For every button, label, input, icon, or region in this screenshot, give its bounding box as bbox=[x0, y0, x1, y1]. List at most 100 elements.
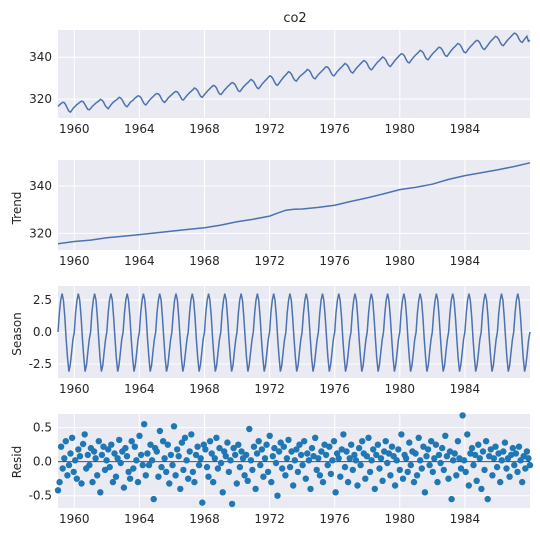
y-tick-label: 2.5 bbox=[33, 293, 52, 307]
resid-point bbox=[283, 455, 291, 462]
resid-point bbox=[415, 434, 422, 441]
resid-point bbox=[354, 482, 361, 489]
resid-point bbox=[255, 438, 262, 445]
resid-point bbox=[316, 472, 324, 479]
resid-point bbox=[141, 421, 148, 428]
resid-point bbox=[250, 443, 258, 450]
resid-point bbox=[75, 446, 82, 453]
resid-point bbox=[137, 451, 145, 459]
resid-point bbox=[471, 451, 479, 459]
resid-point bbox=[365, 434, 372, 441]
resid-point bbox=[241, 472, 248, 479]
resid-point bbox=[155, 473, 162, 480]
resid-point bbox=[445, 475, 452, 482]
resid-axes: 1960 1964 1968 1972 1976 1980 1984 -0.5 0.0 0.5 bbox=[29, 412, 534, 526]
resid-point bbox=[312, 434, 319, 441]
resid-point bbox=[442, 432, 449, 439]
resid-point bbox=[285, 436, 292, 444]
resid-point bbox=[111, 450, 118, 457]
resid-point bbox=[112, 473, 120, 480]
resid-point bbox=[148, 457, 156, 464]
resid-point bbox=[134, 478, 142, 486]
resid-point bbox=[153, 448, 160, 455]
resid-point bbox=[515, 443, 523, 450]
resid-point bbox=[271, 444, 278, 452]
resid-point bbox=[451, 450, 458, 457]
x-tick-label: 1980 bbox=[385, 512, 416, 526]
x-tick-label: 1972 bbox=[254, 512, 285, 526]
resid-point bbox=[352, 457, 360, 464]
resid-point bbox=[147, 441, 154, 448]
resid-point bbox=[512, 450, 520, 457]
resid-point bbox=[402, 455, 410, 462]
resid-point bbox=[363, 453, 371, 460]
x-tick-label: 1972 bbox=[254, 254, 285, 268]
resid-point bbox=[421, 489, 429, 496]
resid-point bbox=[61, 455, 68, 462]
resid-point bbox=[326, 443, 333, 450]
x-tick-label: 1968 bbox=[189, 512, 220, 526]
resid-point bbox=[489, 472, 496, 479]
resid-point bbox=[76, 453, 84, 460]
resid-point bbox=[478, 485, 485, 493]
resid-point bbox=[382, 438, 389, 445]
x-tick-label: 1984 bbox=[450, 254, 481, 268]
resid-point bbox=[180, 466, 187, 474]
resid-point bbox=[225, 468, 233, 476]
resid-point bbox=[268, 478, 275, 486]
resid-point bbox=[73, 475, 81, 482]
resid-point bbox=[388, 443, 396, 450]
resid-point bbox=[266, 432, 273, 439]
resid-point bbox=[224, 439, 231, 446]
resid-point bbox=[305, 457, 313, 464]
resid-ylabel: Resid bbox=[10, 446, 24, 478]
resid-point bbox=[432, 441, 440, 448]
x-tick-label: 1976 bbox=[319, 254, 350, 268]
resid-point bbox=[344, 478, 352, 486]
resid-point bbox=[468, 444, 476, 452]
resid-point bbox=[79, 440, 87, 448]
resid-point bbox=[376, 465, 383, 472]
resid-point bbox=[56, 478, 63, 486]
resid-point bbox=[257, 461, 264, 469]
resid-point bbox=[482, 438, 490, 445]
resid-point bbox=[333, 450, 341, 457]
resid-point bbox=[304, 450, 311, 457]
resid-point bbox=[158, 463, 165, 471]
resid-point bbox=[136, 432, 143, 439]
resid-point bbox=[450, 457, 457, 464]
resid-point bbox=[95, 438, 103, 445]
resid-point bbox=[359, 438, 366, 445]
resid-point bbox=[406, 439, 413, 446]
resid-point bbox=[106, 463, 113, 471]
resid-point bbox=[324, 461, 331, 469]
resid-point bbox=[233, 480, 240, 487]
resid-point bbox=[191, 478, 198, 486]
resid-point bbox=[244, 477, 251, 484]
x-tick-label: 1980 bbox=[385, 382, 416, 396]
resid-point bbox=[164, 441, 171, 448]
resid-point bbox=[398, 431, 405, 438]
resid-point bbox=[116, 436, 123, 444]
resid-point bbox=[448, 495, 455, 503]
resid-point bbox=[122, 444, 129, 452]
resid-point bbox=[156, 427, 164, 435]
resid-point bbox=[172, 472, 179, 479]
resid-point bbox=[131, 443, 138, 450]
resid-point bbox=[503, 465, 510, 472]
resid-point bbox=[429, 468, 436, 476]
resid-point bbox=[163, 468, 170, 476]
resid-point bbox=[423, 453, 430, 460]
resid-point bbox=[525, 455, 532, 462]
resid-point bbox=[371, 485, 378, 493]
resid-point bbox=[498, 457, 505, 464]
resid-point bbox=[185, 475, 192, 482]
resid-point bbox=[307, 485, 314, 493]
x-tick-label: 1960 bbox=[59, 254, 90, 268]
resid-point bbox=[484, 495, 491, 503]
resid-point bbox=[206, 438, 214, 445]
resid-point bbox=[290, 482, 297, 489]
resid-point bbox=[476, 455, 483, 462]
resid-point bbox=[126, 475, 134, 482]
x-tick-label: 1984 bbox=[450, 122, 481, 136]
